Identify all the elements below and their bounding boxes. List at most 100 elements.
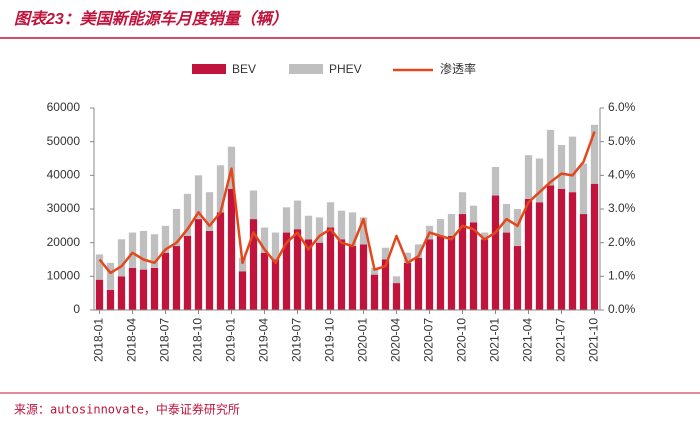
bar — [128, 232, 137, 268]
line — [98, 131, 596, 275]
bar — [469, 205, 478, 223]
bar — [403, 262, 412, 310]
x-tick-label: 2018-07 — [158, 318, 172, 362]
y2-tick-label: 4.0% — [608, 168, 636, 182]
bar — [557, 188, 566, 310]
x-tick-label: 2018-10 — [191, 318, 205, 362]
bar — [348, 246, 357, 310]
bar — [326, 202, 335, 228]
bar — [304, 239, 313, 310]
bar — [579, 214, 588, 310]
y-tick-label: 50000 — [47, 134, 81, 148]
legend-label: PHEV — [329, 62, 362, 76]
bar — [381, 247, 390, 260]
bar — [161, 225, 170, 253]
legend-swatch — [289, 64, 323, 74]
x-tick-label: 2021-01 — [488, 318, 502, 362]
legend-swatch — [192, 64, 226, 74]
bar — [370, 267, 379, 275]
x-tick-label: 2019-01 — [224, 318, 238, 362]
bar — [238, 257, 247, 272]
y-tick-label: 60000 — [47, 100, 81, 114]
bar — [359, 244, 368, 310]
bar — [359, 217, 368, 245]
y-tick-label: 20000 — [47, 235, 81, 249]
y-tick-label: 30000 — [47, 201, 81, 215]
bar — [491, 166, 500, 196]
bar — [524, 198, 533, 310]
bar — [227, 188, 236, 310]
source: 来源：autosinnovate，中泰证券研究所 — [14, 402, 240, 417]
bar — [293, 200, 302, 230]
y-tick-label: 0 — [73, 302, 80, 316]
bar — [513, 246, 522, 310]
bar — [282, 207, 291, 233]
bar — [304, 215, 313, 240]
bar — [546, 185, 555, 310]
y2-tick-label: 1.0% — [608, 269, 636, 283]
x-tick-label: 2019-10 — [323, 318, 337, 362]
bar — [128, 267, 137, 310]
x-tick-label: 2021-10 — [587, 318, 601, 362]
legend-label: 渗透率 — [440, 61, 476, 76]
bar — [106, 289, 115, 310]
bar — [282, 232, 291, 310]
bar — [172, 209, 181, 247]
bar — [370, 274, 379, 310]
bar — [535, 202, 544, 310]
bar — [194, 175, 203, 220]
bar — [315, 217, 324, 243]
bar — [348, 212, 357, 247]
y-tick-label: 40000 — [47, 168, 81, 182]
y2-tick-label: 5.0% — [608, 134, 636, 148]
bar — [403, 252, 412, 263]
bar — [183, 235, 192, 310]
bar — [469, 222, 478, 310]
bar — [95, 254, 104, 280]
bar — [205, 230, 214, 310]
bar — [414, 244, 423, 258]
bar — [447, 235, 456, 310]
bar — [535, 158, 544, 203]
bar — [557, 145, 566, 189]
bar — [194, 219, 203, 310]
bar — [381, 259, 390, 310]
bar — [524, 155, 533, 199]
bar — [436, 219, 445, 236]
bar — [249, 190, 258, 220]
bar — [205, 192, 214, 231]
bar — [568, 136, 577, 193]
bar — [150, 267, 159, 310]
x-tick-label: 2019-07 — [290, 318, 304, 362]
bar — [480, 239, 489, 310]
bar — [436, 235, 445, 310]
x-tick-label: 2021-04 — [521, 318, 535, 362]
bar — [216, 165, 225, 213]
bar — [425, 239, 434, 310]
y-tick-label: 10000 — [47, 269, 81, 283]
bar — [238, 271, 247, 310]
y2-tick-label: 2.0% — [608, 235, 636, 249]
bar — [414, 257, 423, 310]
bar — [392, 283, 401, 310]
bar — [260, 252, 269, 310]
bar — [161, 252, 170, 310]
bar — [95, 279, 104, 310]
bar — [117, 239, 126, 277]
bar — [172, 246, 181, 310]
bar — [337, 239, 346, 310]
y2-tick-label: 3.0% — [608, 201, 636, 215]
x-tick-label: 2020-07 — [422, 318, 436, 362]
x-tick-label: 2021-07 — [554, 318, 568, 362]
bar — [502, 232, 511, 310]
bar — [513, 209, 522, 247]
chart-title: 图表23：美国新能源车月度销量（辆） — [14, 9, 288, 28]
bar — [139, 230, 148, 270]
bar — [590, 124, 599, 184]
bar — [117, 276, 126, 310]
bar — [590, 183, 599, 310]
bar — [458, 192, 467, 215]
bar — [271, 259, 280, 310]
legend-label: BEV — [232, 62, 256, 76]
